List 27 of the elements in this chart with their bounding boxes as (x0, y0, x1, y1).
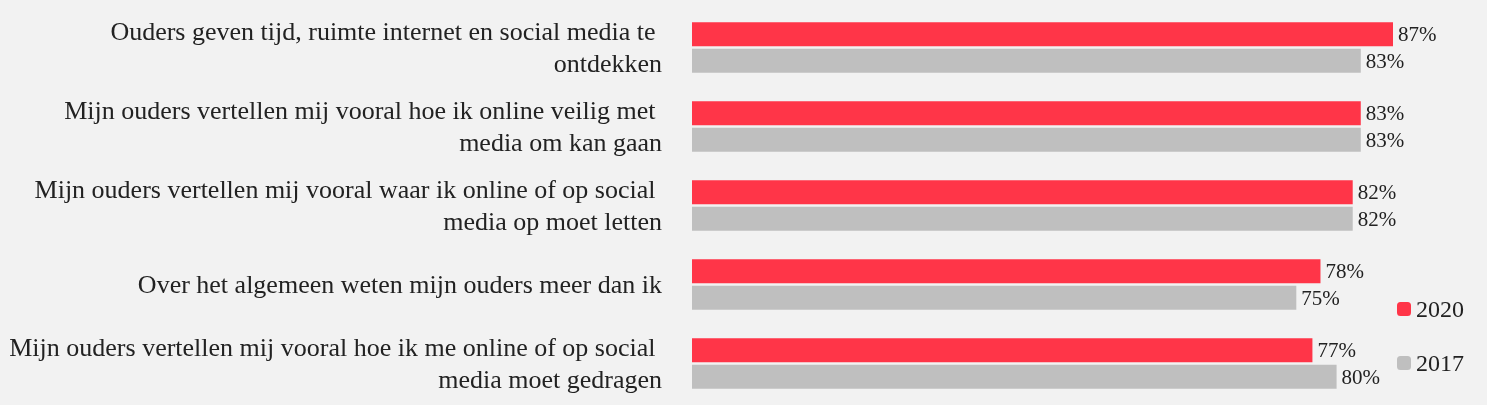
data-label: 87% (1398, 22, 1437, 47)
data-label: 83% (1365, 127, 1405, 152)
data-label: 80% (1341, 364, 1381, 389)
data-label: 83% (1365, 101, 1405, 126)
data-label: 82% (1357, 180, 1397, 205)
bar (692, 338, 1313, 363)
data-label: 83% (1365, 48, 1405, 73)
data-label: 82% (1357, 206, 1397, 231)
bar (692, 48, 1361, 73)
bar (692, 127, 1361, 152)
y-tick-label: Ouders geven tijd, ruimte internet en social media te ontdekken (110, 17, 662, 78)
bar (692, 285, 1297, 310)
y-tick-label: Over het algemeen weten mijn ouders meer dan ik (137, 270, 662, 299)
bar (692, 206, 1353, 231)
bar (692, 180, 1353, 205)
bar (692, 101, 1361, 126)
y-tick-label: Mijn ouders vertellen mij vooral waar ik online of op social media op moet letten (34, 175, 662, 236)
legend-label: 2017 (1416, 350, 1464, 376)
data-label: 77% (1317, 338, 1356, 363)
bar (692, 259, 1321, 284)
bar (692, 364, 1337, 389)
data-label: 78% (1325, 259, 1364, 284)
legend-label: 2020 (1416, 296, 1464, 322)
bar (692, 22, 1393, 47)
y-tick-label: Mijn ouders vertellen mij vooral hoe ik me online of op social media moet gedragen (9, 333, 662, 394)
data-label: 75% (1301, 285, 1340, 310)
y-tick-label: Mijn ouders vertellen mij vooral hoe ik online veilig met media om kan gaan (64, 96, 662, 157)
